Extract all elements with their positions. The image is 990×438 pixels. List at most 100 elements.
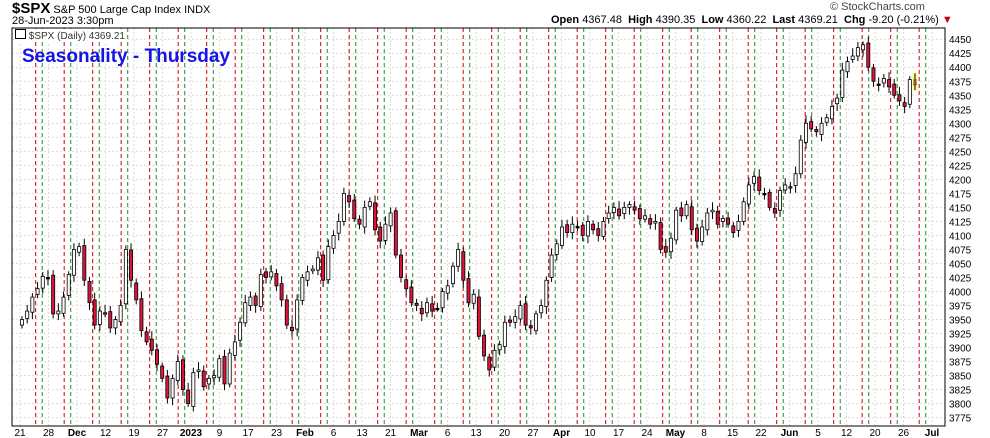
candle [476,289,481,340]
candle [471,289,476,310]
y-tick-label: 4350 [949,91,972,102]
down-arrow-icon: ▼ [941,14,953,26]
candle-body [482,334,487,357]
candle-body [544,279,549,307]
candle-body [30,296,35,313]
candle [450,262,455,288]
candle [435,302,440,312]
x-tick-label: 12 [100,428,112,438]
candle [212,369,217,386]
candle [217,354,222,382]
candle-body [170,377,175,399]
candle-body [191,372,196,407]
candle [155,344,159,372]
candle [160,362,165,383]
candle-body [123,249,128,305]
y-tick-label: 4225 [949,161,972,172]
x-tick-label: 26 [898,428,910,438]
candle-body [331,235,336,249]
candle [56,303,61,321]
candle [321,250,326,287]
candle [399,248,403,283]
x-tick-label: 5 [815,428,821,438]
x-tick-label: Mar [410,428,428,438]
candle [554,239,559,261]
candle-body [284,299,289,326]
candle [502,315,507,354]
x-tick-label: 10 [584,428,596,438]
last-label: Last [772,14,796,26]
candle-body [201,370,206,388]
y-tick-label: 4200 [949,175,972,186]
candle [518,300,523,323]
candle-body [804,122,808,143]
candle [559,219,564,249]
x-tick-label: 20 [499,428,511,438]
candle-body [497,344,502,351]
candle [409,280,414,307]
candle-body [279,283,284,301]
candle [762,187,767,200]
x-tick-label: 15 [727,428,739,438]
candle [674,206,679,245]
candle-body [61,296,66,314]
last-value: 4369.21 [798,14,838,26]
y-tick-label: 4300 [949,119,972,130]
low-label: Low [701,14,724,26]
candle-body [97,310,102,325]
y-tick-label: 4075 [949,245,972,256]
candle-body [902,102,907,107]
y-tick-label: 3950 [949,315,972,326]
candle-body [450,265,455,285]
candle-body [87,280,92,304]
candle-body [175,361,180,381]
candle [92,292,97,330]
candle [855,42,860,62]
candle-body [508,319,512,323]
y-tick-label: 3825 [949,386,972,397]
candle-body [720,218,725,222]
candle [907,76,912,109]
candle-body [367,201,372,207]
candle [804,115,808,149]
candle-body [539,305,544,314]
candle [487,353,492,377]
x-tick-label: Dec [68,428,87,438]
candle [783,178,788,194]
x-tick-label: May [666,428,686,438]
candle-body [798,139,803,175]
candlestick-series [20,36,918,412]
high-label: High [628,14,653,26]
candle [25,304,30,324]
candle [705,207,710,236]
candle-body [643,215,647,220]
candle [798,135,803,179]
candle-body [108,311,113,329]
candle-body [523,303,528,326]
candle [367,197,372,211]
candle-body [149,338,154,351]
candle [622,201,627,220]
candle-body [35,288,40,295]
candle [528,320,533,335]
candle [492,344,497,372]
candle-body [746,184,751,205]
candle-body [393,210,398,256]
candle [793,166,798,193]
candle-body [300,277,305,301]
candle [238,317,243,347]
candle-body [445,285,450,294]
candle-body [663,246,668,253]
legend-label: $SPX (Daily) 4369.21 [28,31,125,42]
candle-body [160,365,165,379]
candle-body [409,286,414,304]
candle [565,219,570,238]
candle [253,292,258,313]
candle [539,299,544,319]
candle-body [326,246,331,281]
candle [549,248,554,282]
candle-body [772,208,777,214]
candle-body [383,223,388,241]
grid-layer [12,28,945,426]
candle-body [347,195,352,203]
